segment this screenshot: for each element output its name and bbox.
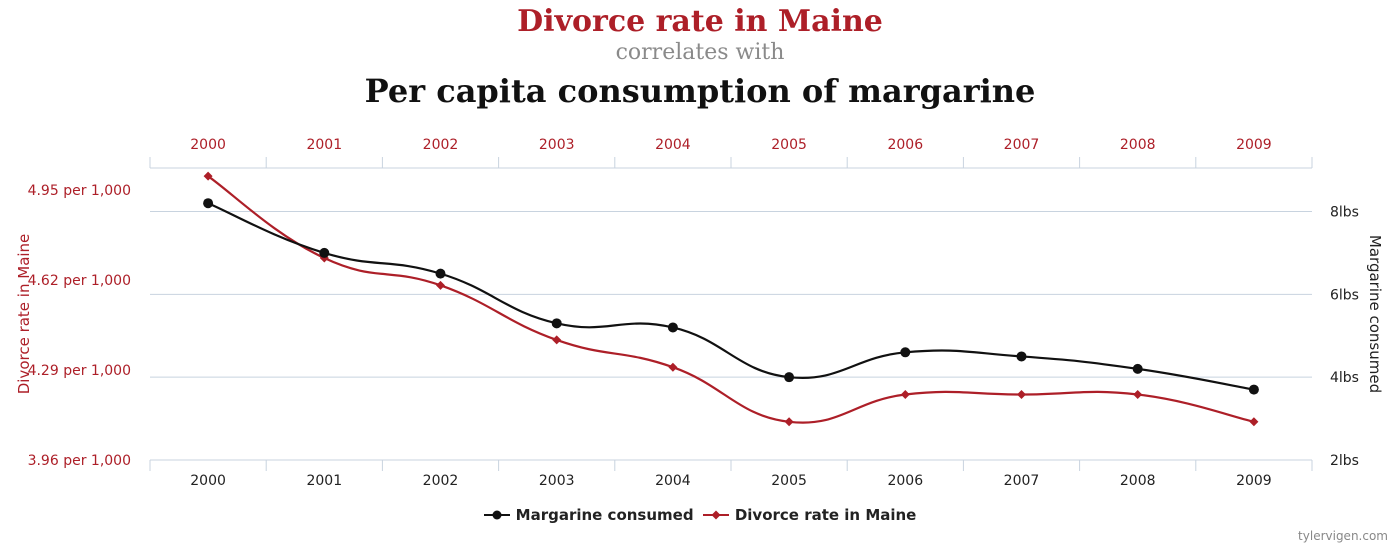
data-point-divorce (1017, 390, 1026, 400)
data-point-margarine (1248, 384, 1259, 395)
legend-marker-diamond-icon (702, 510, 729, 520)
series-line-divorce (207, 175, 1255, 424)
y-left-tick-label: 4.62 per 1,000 (28, 273, 131, 289)
data-point-divorce (1249, 417, 1259, 427)
x-tick-label-bottom: 2006 (887, 473, 923, 489)
y-right-tick-label: 2lbs (1330, 453, 1359, 469)
x-tick-label-top: 2000 (190, 137, 226, 153)
watermark: tylervigen.com (1298, 529, 1388, 543)
data-point-margarine (551, 318, 562, 329)
x-tick-label-bottom: 2002 (423, 473, 459, 489)
data-point-divorce (203, 171, 213, 181)
chart-legend: Margarine consumed Divorce rate in Maine (0, 506, 1400, 525)
x-tick-label-top: 2005 (771, 137, 807, 153)
x-tick-label-top: 2002 (423, 137, 459, 153)
x-tick-label-bottom: 2003 (539, 473, 575, 489)
y-right-axis-title: Margarine consumed (1366, 235, 1384, 393)
x-tick-label-bottom: 2005 (771, 473, 807, 489)
data-point-divorce (900, 390, 910, 400)
y-right-tick-label: 6lbs (1330, 287, 1359, 303)
x-tick-label-bottom: 2008 (1120, 473, 1156, 489)
chart-title-block: Divorce rate in Maine correlates with Pe… (0, 0, 1400, 112)
y-left-tick-label: 4.95 per 1,000 (28, 183, 131, 199)
data-point-divorce (668, 362, 678, 372)
data-point-divorce (784, 417, 794, 427)
x-tick-label-top: 2004 (655, 137, 691, 153)
chart-title-secondary: Per capita consumption of margarine (364, 72, 1036, 110)
x-tick-label-bottom: 2004 (655, 473, 691, 489)
chart-title-primary: Divorce rate in Maine (517, 4, 883, 39)
x-tick-label-top: 2008 (1120, 137, 1156, 153)
y-right-tick-label: 4lbs (1330, 370, 1359, 386)
x-tick-label-top: 2006 (887, 137, 923, 153)
x-tick-label-bottom: 2001 (306, 473, 342, 489)
x-tick-label-top: 2009 (1236, 137, 1272, 153)
legend-marker-circle-icon (483, 510, 510, 520)
data-point-margarine (900, 347, 911, 358)
y-left-axis-title: Divorce rate in Maine (15, 234, 33, 395)
y-left-tick-label: 4.29 per 1,000 (28, 363, 131, 379)
legend-label-divorce: Divorce rate in Maine (734, 506, 917, 524)
data-point-margarine (319, 247, 330, 258)
data-point-divorce (552, 335, 562, 345)
data-point-divorce (1133, 390, 1143, 400)
x-tick-label-top: 2007 (1004, 137, 1040, 153)
y-right-tick-label: 8lbs (1330, 204, 1359, 220)
data-point-margarine (203, 198, 214, 209)
data-point-margarine (667, 322, 678, 333)
chart-title-connector: correlates with (615, 40, 785, 65)
data-point-margarine (1132, 363, 1143, 374)
data-point-margarine (435, 268, 446, 279)
legend-item-divorce[interactable]: Divorce rate in Maine (702, 506, 917, 524)
x-tick-label-top: 2003 (539, 137, 575, 153)
data-point-margarine (784, 372, 795, 383)
data-point-divorce (436, 280, 445, 290)
x-tick-label-top: 2001 (306, 137, 342, 153)
x-tick-label-bottom: 2009 (1236, 473, 1272, 489)
y-left-tick-label: 3.96 per 1,000 (28, 453, 131, 469)
legend-item-margarine[interactable]: Margarine consumed (483, 506, 694, 524)
series-line-margarine (207, 202, 1255, 391)
legend-label-margarine: Margarine consumed (515, 506, 694, 524)
x-tick-label-bottom: 2000 (190, 473, 226, 489)
data-point-margarine (1016, 351, 1027, 362)
x-tick-label-bottom: 2007 (1004, 473, 1040, 489)
